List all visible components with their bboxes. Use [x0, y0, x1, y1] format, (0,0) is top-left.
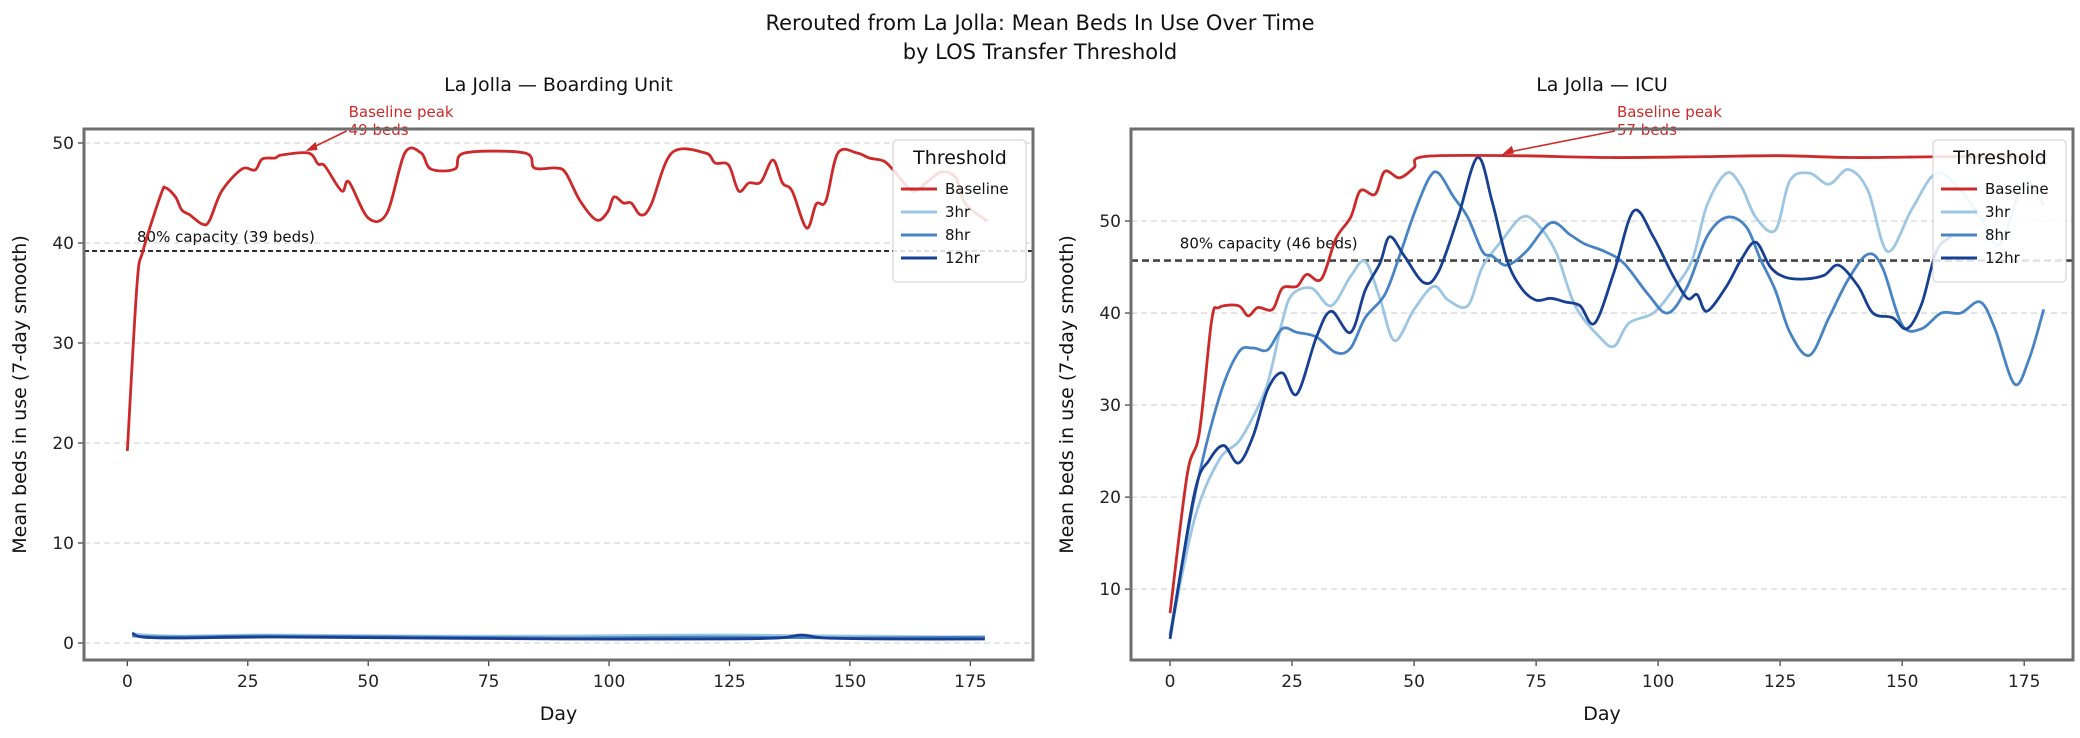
y-tick-label: 10 — [1099, 580, 1121, 600]
legend-title: Threshold — [1952, 147, 2047, 169]
capacity-label: 80% capacity (39 beds) — [137, 228, 315, 246]
series-line-baseline — [1168, 153, 2044, 614]
y-axis-label: Mean beds in use (7-day smooth) — [9, 235, 31, 554]
legend-label: 3hr — [1985, 203, 2011, 221]
y-tick-label: 10 — [52, 534, 74, 554]
x-tick-label: 25 — [237, 672, 259, 692]
legend-label: Baseline — [1985, 180, 2049, 198]
x-axis-label: Day — [1583, 703, 1621, 725]
x-tick-label: 125 — [1764, 672, 1796, 692]
legend-label: 12hr — [945, 249, 981, 267]
x-tick-label: 0 — [1165, 672, 1176, 692]
peak-annotation-line1: Baseline peak — [1617, 103, 1722, 121]
figure-title-line2: by LOS Transfer Threshold — [903, 40, 1178, 64]
legend-label: 8hr — [1985, 226, 2011, 244]
series-line-12hr — [1168, 156, 1952, 640]
peak-arrowhead — [1501, 145, 1514, 155]
x-tick-label: 75 — [1525, 672, 1547, 692]
peak-arrow — [1505, 130, 1616, 154]
legend-box — [1932, 139, 2067, 283]
figure-title-line1: Rerouted from La Jolla: Mean Beds In Use… — [765, 11, 1314, 35]
y-tick-label: 40 — [1099, 304, 1121, 324]
x-tick-label: 0 — [122, 672, 133, 692]
x-tick-label: 100 — [593, 672, 625, 692]
subplot-title: La Jolla — Boarding Unit — [444, 74, 673, 96]
x-tick-label: 50 — [357, 672, 379, 692]
legend-label: 3hr — [945, 203, 971, 221]
y-tick-label: 50 — [52, 134, 74, 154]
legend-label: 12hr — [1985, 249, 2021, 267]
panel-boarding-unit: La Jolla — Boarding Unit 0 10 20 30 40 50 0 25 50… — [9, 74, 1035, 725]
x-tick-label: 150 — [1886, 672, 1918, 692]
legend-box — [892, 139, 1027, 283]
y-tick-label: 20 — [52, 434, 74, 454]
axes-frame — [1129, 127, 2075, 662]
series-line-12hr — [131, 631, 985, 641]
peak-annotation-line1: Baseline peak — [349, 103, 454, 121]
legend: Threshold Baseline 3hr 8hr 12hr — [1932, 139, 2067, 283]
y-tick-label: 30 — [1099, 396, 1121, 416]
capacity-label: 80% capacity (46 beds) — [1180, 235, 1358, 253]
legend-title: Threshold — [912, 147, 1007, 169]
x-tick-label: 175 — [2008, 672, 2040, 692]
x-tick-label: 50 — [1403, 672, 1425, 692]
x-tick-label: 75 — [478, 672, 500, 692]
panel-icu: La Jolla — ICU 10 20 30 40 50 0 25 50 75 100 125 150… — [1056, 74, 2075, 725]
x-tick-label: 100 — [1642, 672, 1674, 692]
axes-frame — [82, 127, 1035, 662]
y-tick-label: 30 — [52, 334, 74, 354]
legend-label: 8hr — [945, 226, 971, 244]
legend: Threshold Baseline 3hr 8hr 12hr — [892, 139, 1027, 283]
x-tick-label: 125 — [713, 672, 745, 692]
y-tick-label: 0 — [63, 634, 74, 654]
series-line-3hr — [1168, 168, 2045, 636]
subplot-title: La Jolla — ICU — [1536, 74, 1668, 96]
x-tick-label: 150 — [834, 672, 866, 692]
x-tick-label: 175 — [954, 672, 986, 692]
x-axis-label: Day — [540, 703, 578, 725]
y-tick-label: 50 — [1099, 212, 1121, 232]
series-line-8hr — [1168, 170, 2046, 636]
y-axis-label: Mean beds in use (7-day smooth) — [1056, 235, 1078, 554]
legend-label: Baseline — [945, 180, 1009, 198]
peak-arrowhead — [305, 142, 318, 151]
x-tick-label: 25 — [1281, 672, 1303, 692]
series-line-baseline — [125, 146, 989, 452]
y-tick-label: 20 — [1099, 488, 1121, 508]
y-tick-label: 40 — [52, 234, 74, 254]
